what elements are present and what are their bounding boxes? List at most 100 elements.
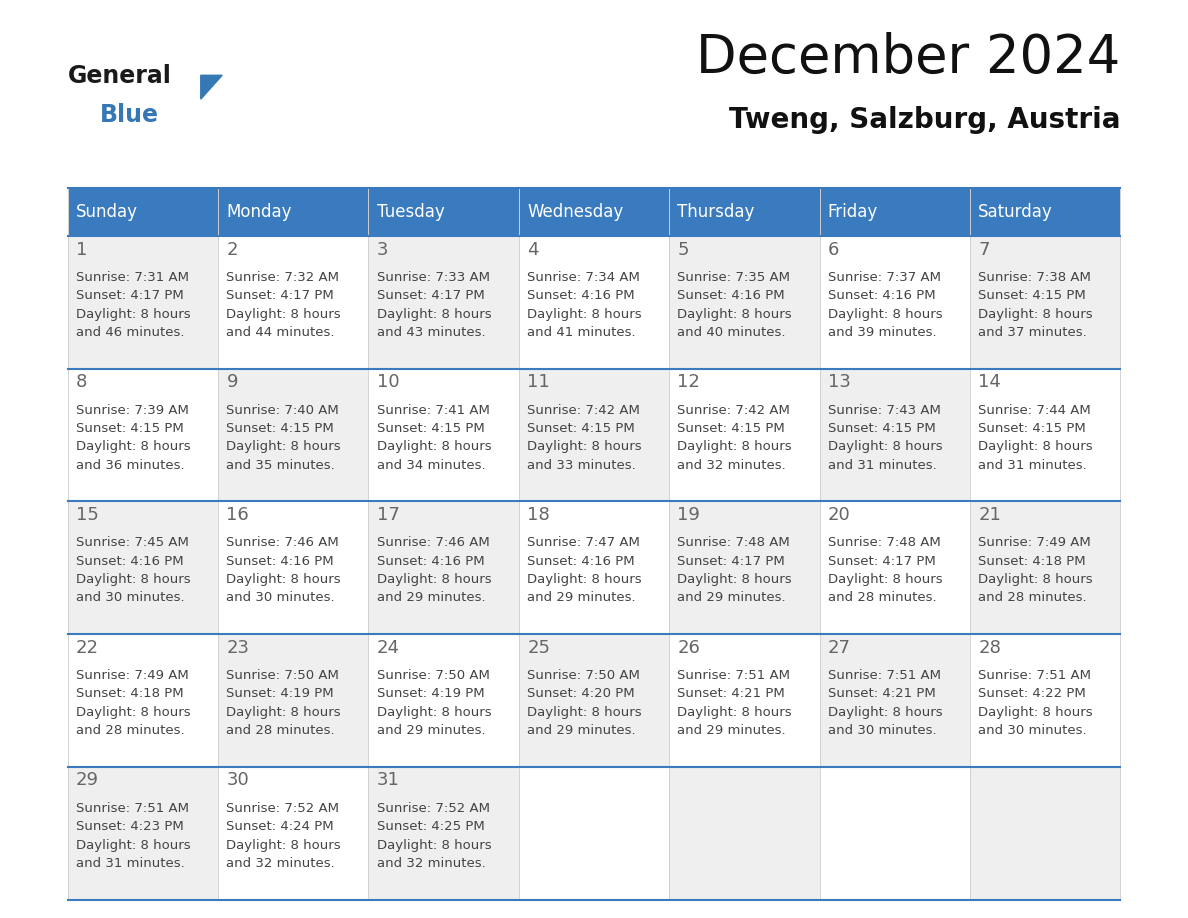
Text: 21: 21 bbox=[978, 506, 1001, 524]
Text: Daylight: 8 hours: Daylight: 8 hours bbox=[227, 308, 341, 320]
Text: Daylight: 8 hours: Daylight: 8 hours bbox=[76, 838, 190, 852]
Bar bbox=[368, 369, 519, 501]
Text: Daylight: 8 hours: Daylight: 8 hours bbox=[377, 573, 492, 586]
Text: Daylight: 8 hours: Daylight: 8 hours bbox=[677, 706, 792, 719]
Text: Sunset: 4:19 PM: Sunset: 4:19 PM bbox=[227, 688, 334, 700]
Bar bbox=[368, 501, 519, 634]
Bar bbox=[969, 236, 1120, 369]
Text: Sunset: 4:23 PM: Sunset: 4:23 PM bbox=[76, 820, 184, 834]
Text: Sunset: 4:16 PM: Sunset: 4:16 PM bbox=[527, 554, 634, 567]
Text: Daylight: 8 hours: Daylight: 8 hours bbox=[677, 573, 792, 586]
Bar bbox=[519, 188, 669, 236]
Text: 15: 15 bbox=[76, 506, 99, 524]
Text: Daylight: 8 hours: Daylight: 8 hours bbox=[76, 573, 190, 586]
Text: and 32 minutes.: and 32 minutes. bbox=[227, 856, 335, 870]
Text: and 41 minutes.: and 41 minutes. bbox=[527, 326, 636, 339]
Bar bbox=[68, 236, 219, 369]
Text: Sunset: 4:17 PM: Sunset: 4:17 PM bbox=[76, 289, 184, 302]
Bar bbox=[368, 188, 519, 236]
Text: 24: 24 bbox=[377, 639, 400, 656]
Bar bbox=[368, 634, 519, 767]
Text: Sunset: 4:15 PM: Sunset: 4:15 PM bbox=[978, 422, 1086, 435]
Bar bbox=[820, 236, 969, 369]
Bar bbox=[519, 236, 669, 369]
Bar bbox=[820, 369, 969, 501]
Text: Sunrise: 7:46 AM: Sunrise: 7:46 AM bbox=[227, 536, 339, 549]
Text: and 29 minutes.: and 29 minutes. bbox=[377, 724, 486, 737]
Text: and 29 minutes.: and 29 minutes. bbox=[527, 724, 636, 737]
Text: and 28 minutes.: and 28 minutes. bbox=[828, 591, 936, 604]
Text: Daylight: 8 hours: Daylight: 8 hours bbox=[76, 308, 190, 320]
Text: Friday: Friday bbox=[828, 203, 878, 221]
Text: Sunset: 4:25 PM: Sunset: 4:25 PM bbox=[377, 820, 485, 834]
Text: Sunrise: 7:32 AM: Sunrise: 7:32 AM bbox=[227, 271, 340, 284]
Text: Sunset: 4:18 PM: Sunset: 4:18 PM bbox=[76, 688, 184, 700]
Text: and 28 minutes.: and 28 minutes. bbox=[978, 591, 1087, 604]
Text: 27: 27 bbox=[828, 639, 851, 656]
Bar bbox=[219, 634, 368, 767]
Text: and 30 minutes.: and 30 minutes. bbox=[828, 724, 936, 737]
Bar bbox=[68, 501, 219, 634]
Text: Daylight: 8 hours: Daylight: 8 hours bbox=[377, 308, 492, 320]
Text: Sunset: 4:15 PM: Sunset: 4:15 PM bbox=[978, 289, 1086, 302]
Text: Sunset: 4:16 PM: Sunset: 4:16 PM bbox=[76, 554, 184, 567]
Text: 4: 4 bbox=[527, 241, 538, 259]
Text: Sunset: 4:15 PM: Sunset: 4:15 PM bbox=[527, 422, 634, 435]
Text: 19: 19 bbox=[677, 506, 701, 524]
Text: Sunrise: 7:46 AM: Sunrise: 7:46 AM bbox=[377, 536, 489, 549]
Bar bbox=[820, 501, 969, 634]
Bar bbox=[519, 501, 669, 634]
Text: and 29 minutes.: and 29 minutes. bbox=[527, 591, 636, 604]
Text: and 33 minutes.: and 33 minutes. bbox=[527, 459, 636, 472]
Text: Saturday: Saturday bbox=[978, 203, 1053, 221]
Text: and 31 minutes.: and 31 minutes. bbox=[828, 459, 936, 472]
Text: and 28 minutes.: and 28 minutes. bbox=[76, 724, 184, 737]
Bar bbox=[669, 767, 820, 900]
Text: Blue: Blue bbox=[100, 103, 159, 127]
Text: Monday: Monday bbox=[227, 203, 292, 221]
Text: Daylight: 8 hours: Daylight: 8 hours bbox=[828, 706, 942, 719]
Text: Sunrise: 7:33 AM: Sunrise: 7:33 AM bbox=[377, 271, 489, 284]
Text: Daylight: 8 hours: Daylight: 8 hours bbox=[978, 573, 1093, 586]
Text: Daylight: 8 hours: Daylight: 8 hours bbox=[828, 441, 942, 453]
Text: Daylight: 8 hours: Daylight: 8 hours bbox=[978, 706, 1093, 719]
Text: Sunset: 4:15 PM: Sunset: 4:15 PM bbox=[76, 422, 184, 435]
Text: Sunrise: 7:31 AM: Sunrise: 7:31 AM bbox=[76, 271, 189, 284]
Text: Sunset: 4:17 PM: Sunset: 4:17 PM bbox=[227, 289, 334, 302]
Text: Sunrise: 7:49 AM: Sunrise: 7:49 AM bbox=[978, 536, 1091, 549]
Text: Sunset: 4:20 PM: Sunset: 4:20 PM bbox=[527, 688, 634, 700]
Bar bbox=[219, 767, 368, 900]
Bar bbox=[219, 188, 368, 236]
Bar bbox=[669, 188, 820, 236]
Text: and 32 minutes.: and 32 minutes. bbox=[677, 459, 786, 472]
Text: Sunrise: 7:51 AM: Sunrise: 7:51 AM bbox=[978, 669, 1092, 682]
Text: Sunset: 4:21 PM: Sunset: 4:21 PM bbox=[677, 688, 785, 700]
Text: Daylight: 8 hours: Daylight: 8 hours bbox=[527, 706, 642, 719]
Text: Daylight: 8 hours: Daylight: 8 hours bbox=[377, 838, 492, 852]
Bar bbox=[969, 188, 1120, 236]
Text: Sunrise: 7:42 AM: Sunrise: 7:42 AM bbox=[677, 404, 790, 417]
Text: Sunset: 4:17 PM: Sunset: 4:17 PM bbox=[377, 289, 485, 302]
Text: 26: 26 bbox=[677, 639, 701, 656]
Text: Daylight: 8 hours: Daylight: 8 hours bbox=[527, 308, 642, 320]
Text: Sunrise: 7:48 AM: Sunrise: 7:48 AM bbox=[677, 536, 790, 549]
Text: 11: 11 bbox=[527, 374, 550, 391]
Text: Daylight: 8 hours: Daylight: 8 hours bbox=[828, 573, 942, 586]
Bar bbox=[519, 369, 669, 501]
Text: and 31 minutes.: and 31 minutes. bbox=[978, 459, 1087, 472]
Bar bbox=[519, 767, 669, 900]
Text: and 37 minutes.: and 37 minutes. bbox=[978, 326, 1087, 339]
Bar bbox=[820, 767, 969, 900]
Text: and 31 minutes.: and 31 minutes. bbox=[76, 856, 185, 870]
Text: Sunset: 4:16 PM: Sunset: 4:16 PM bbox=[377, 554, 485, 567]
Text: 16: 16 bbox=[227, 506, 249, 524]
Text: Sunset: 4:15 PM: Sunset: 4:15 PM bbox=[828, 422, 936, 435]
Text: 1: 1 bbox=[76, 241, 88, 259]
Text: 31: 31 bbox=[377, 771, 399, 789]
Text: Sunrise: 7:47 AM: Sunrise: 7:47 AM bbox=[527, 536, 640, 549]
Text: Daylight: 8 hours: Daylight: 8 hours bbox=[828, 308, 942, 320]
Text: 13: 13 bbox=[828, 374, 851, 391]
Text: 30: 30 bbox=[227, 771, 249, 789]
Text: Sunset: 4:16 PM: Sunset: 4:16 PM bbox=[828, 289, 935, 302]
Text: and 30 minutes.: and 30 minutes. bbox=[76, 591, 184, 604]
